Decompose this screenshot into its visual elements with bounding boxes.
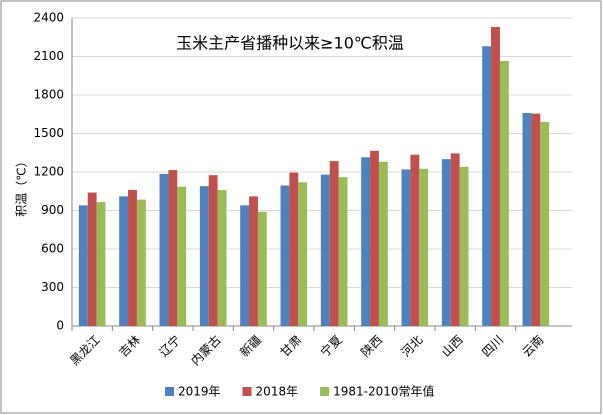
- bar: [401, 169, 411, 326]
- legend-swatch: [320, 387, 330, 396]
- y-axis-label: 积温（℃）: [15, 155, 29, 216]
- bar: [499, 60, 509, 326]
- bar: [329, 161, 339, 326]
- bar: [531, 113, 541, 326]
- bar: [370, 150, 379, 326]
- bar: [217, 189, 227, 326]
- bar: [378, 161, 388, 326]
- y-tick-label: 300: [41, 280, 64, 294]
- legend-swatch: [242, 387, 252, 396]
- y-tick-label: 1500: [33, 126, 64, 140]
- legend-label: 2019年: [178, 385, 221, 399]
- bar: [128, 189, 137, 326]
- bar: [280, 185, 290, 326]
- bar: [540, 121, 550, 326]
- bar: [168, 170, 178, 326]
- bar: [522, 112, 532, 326]
- y-tick-label: 1800: [33, 88, 64, 102]
- bar: [441, 159, 451, 326]
- bar: [208, 175, 218, 326]
- y-tick-label: 900: [41, 203, 64, 217]
- y-tick-label: 1200: [33, 165, 64, 179]
- y-tick-label: 600: [41, 242, 64, 256]
- bar: [257, 211, 267, 326]
- chart-title: 玉米主产省播种以来≥10℃积温: [176, 34, 404, 53]
- bar: [482, 46, 492, 326]
- legend-swatch: [165, 387, 174, 396]
- y-tick-label: 2400: [33, 11, 64, 25]
- bar: [419, 168, 429, 326]
- bar: [298, 182, 308, 326]
- bar: [459, 166, 469, 326]
- bar: [159, 173, 169, 326]
- legend-label: 2018年: [256, 385, 299, 399]
- y-tick-label: 0: [56, 319, 64, 333]
- bar: [338, 177, 348, 326]
- bar: [119, 196, 129, 326]
- bar: [136, 199, 146, 326]
- bar: [361, 157, 371, 326]
- bar: [491, 26, 500, 326]
- bar: [96, 202, 106, 326]
- bar: [249, 196, 258, 326]
- bar: [177, 186, 187, 326]
- legend-label: 1981-2010常年值: [333, 384, 434, 399]
- bar: [450, 153, 460, 326]
- y-tick-label: 2100: [33, 49, 64, 63]
- bar: [78, 205, 88, 326]
- bar: [410, 154, 420, 326]
- bar: [199, 186, 209, 326]
- bar: [240, 205, 250, 326]
- bar: [87, 192, 97, 326]
- bar: [289, 172, 299, 326]
- bar: [320, 174, 330, 326]
